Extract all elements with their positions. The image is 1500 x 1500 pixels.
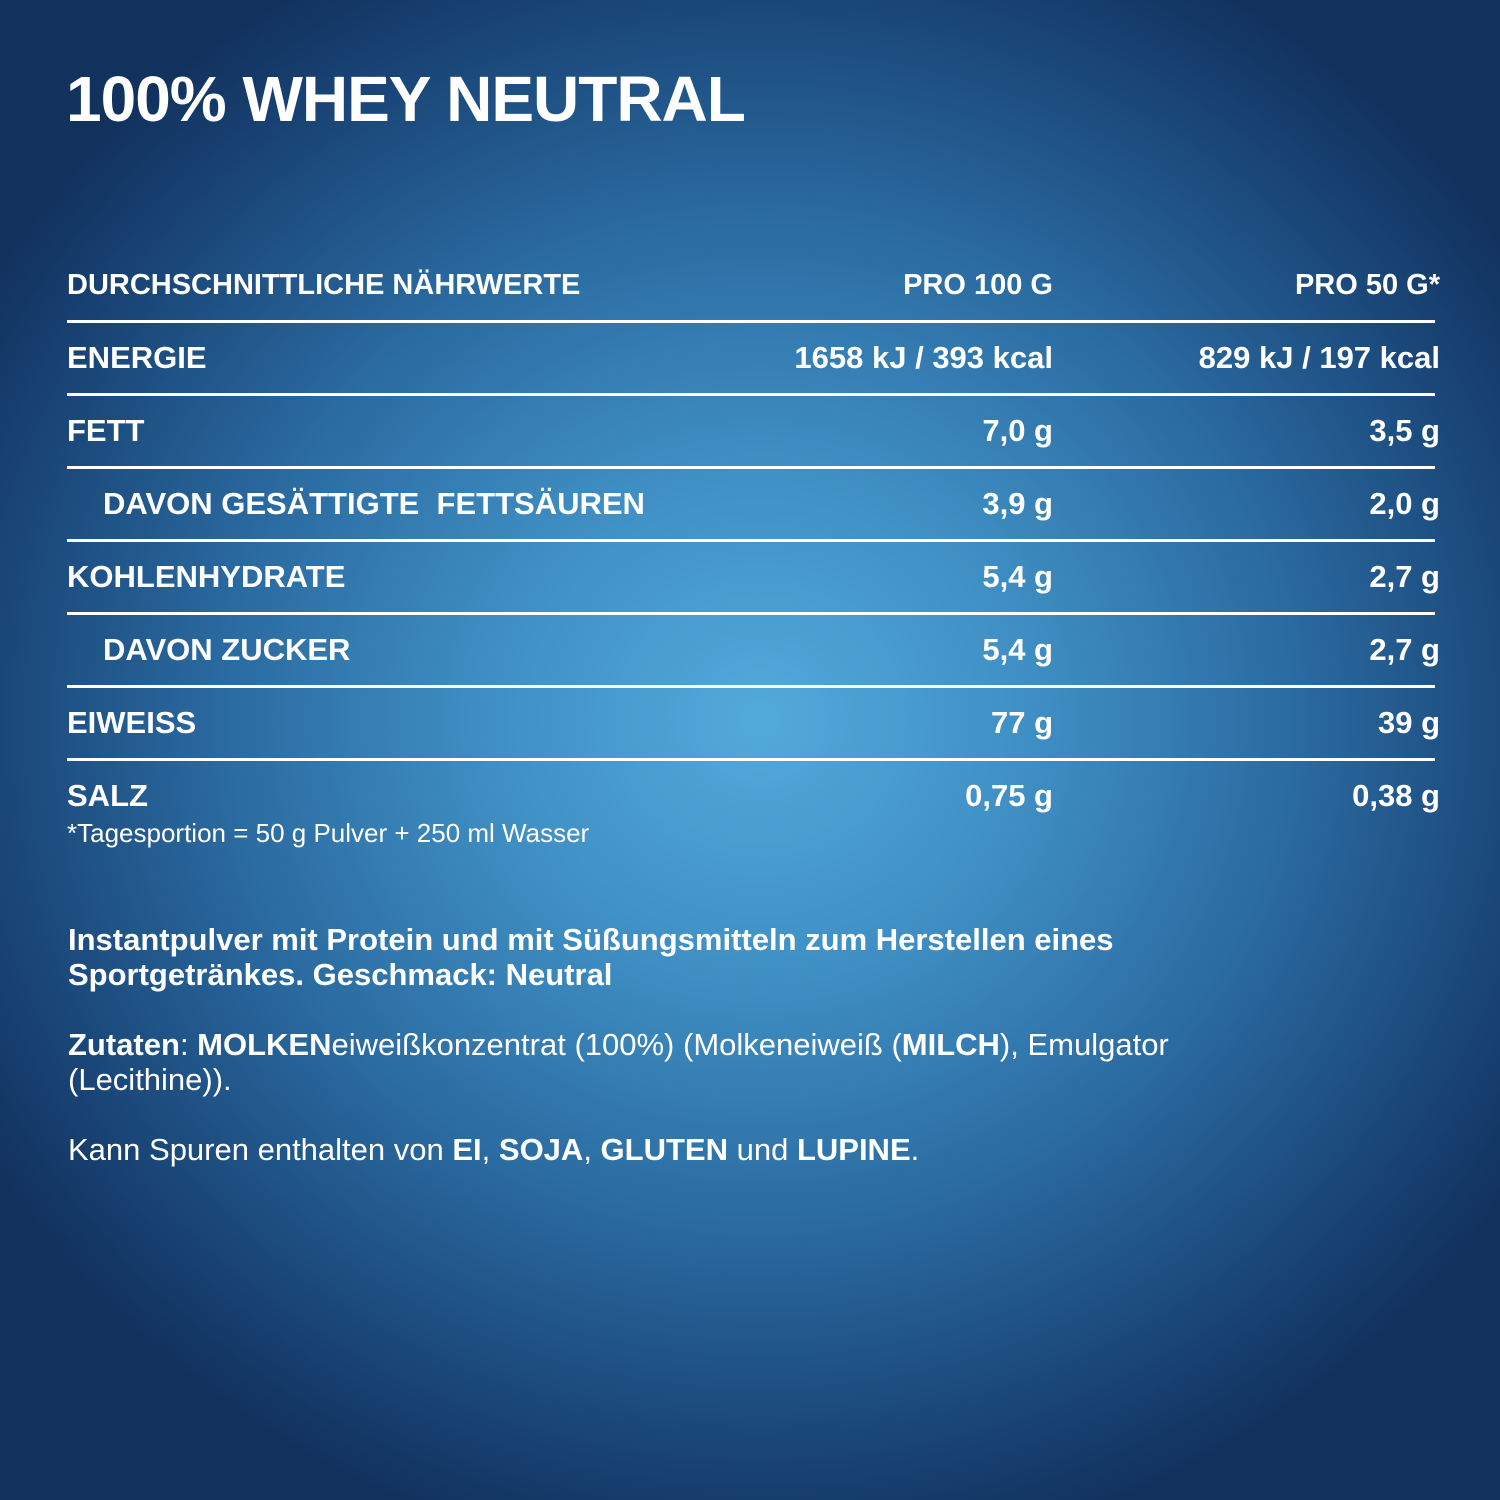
allergen: GLUTEN <box>600 1132 728 1167</box>
row-per100: 7,0 g <box>982 413 1053 448</box>
text-segment: ), Emulgator (Lecithine)). <box>68 1027 1169 1097</box>
divider <box>67 466 1435 469</box>
row-per50: 3,5 g <box>1369 413 1440 448</box>
ingredients-label: Zutaten <box>68 1027 180 1062</box>
row-per50: 2,7 g <box>1369 559 1440 594</box>
product-title: 100% WHEY NEUTRAL <box>66 63 746 135</box>
table-row: SALZ 0,75 g 0,38 g <box>67 761 1440 831</box>
table-header: DURCHSCHNITTLICHE NÄHRWERTE PRO 100 G PR… <box>67 250 1440 320</box>
text-segment: , <box>481 1132 499 1167</box>
header-per50: PRO 50 G* <box>1294 269 1440 301</box>
product-description: Instantpulver mit Protein und mit Süßung… <box>68 922 1114 992</box>
row-label: EIWEISS <box>67 705 197 740</box>
traces-statement: Kann Spuren enthalten von EI, SOJA, GLUT… <box>68 1132 1318 1167</box>
text-segment: und <box>727 1132 797 1167</box>
table-row: DAVON GESÄTTIGTE FETTSÄUREN 3,9 g 2,0 g <box>67 469 1440 539</box>
table-row: ENERGIE 1658 kJ / 393 kcal 829 kJ / 197 kc… <box>67 323 1440 393</box>
text-segment: : <box>179 1027 198 1062</box>
text-segment: eiweißkonzentrat (100%) (Molkeneiweiß ( <box>331 1027 902 1062</box>
header-label: DURCHSCHNITTLICHE NÄHRWERTE <box>67 269 581 301</box>
row-label: DAVON GESÄTTIGTE FETTSÄUREN <box>103 486 645 521</box>
row-per100: 0,75 g <box>965 778 1053 813</box>
table-row: FETT 7,0 g 3,5 g <box>67 396 1440 466</box>
row-label: SALZ <box>67 778 148 813</box>
row-per100: 5,4 g <box>982 559 1053 594</box>
row-label: FETT <box>67 413 145 448</box>
table-row: EIWEISS 77 g 39 g <box>67 688 1440 758</box>
allergen: SOJA <box>498 1132 584 1167</box>
row-per50: 829 kJ / 197 kcal <box>1198 340 1440 375</box>
allergen: EI <box>452 1132 482 1167</box>
row-per100: 77 g <box>990 705 1053 740</box>
divider <box>67 758 1435 761</box>
nutrition-table: DURCHSCHNITTLICHE NÄHRWERTE PRO 100 G PR… <box>67 250 1440 831</box>
ingredients: Zutaten: MOLKENeiweißkonzentrat (100%) (… <box>68 1027 1318 1097</box>
divider <box>67 685 1435 688</box>
row-label: KOHLENHYDRATE <box>67 559 346 594</box>
table-row: KOHLENHYDRATE 5,4 g 2,7 g <box>67 542 1440 612</box>
row-label: DAVON ZUCKER <box>103 632 351 667</box>
table-row: DAVON ZUCKER 5,4 g 2,7 g <box>67 615 1440 685</box>
text-segment: , <box>583 1132 601 1167</box>
divider <box>67 393 1435 396</box>
row-label: ENERGIE <box>67 340 207 375</box>
row-per50: 2,7 g <box>1369 632 1440 667</box>
row-per100: 3,9 g <box>982 486 1053 521</box>
allergen: MILCH <box>901 1027 1000 1062</box>
allergen: MOLKEN <box>197 1027 332 1062</box>
divider <box>67 320 1435 323</box>
text-segment: Kann Spuren enthalten von <box>68 1132 453 1167</box>
row-per100: 1658 kJ / 393 kcal <box>794 340 1053 375</box>
row-per50: 39 g <box>1377 705 1440 740</box>
header-per100: PRO 100 G <box>903 269 1053 301</box>
row-per50: 0,38 g <box>1352 778 1440 813</box>
divider <box>67 612 1435 615</box>
allergen: LUPINE <box>796 1132 911 1167</box>
row-per100: 5,4 g <box>982 632 1053 667</box>
text-segment: . <box>910 1132 920 1167</box>
divider <box>67 539 1435 542</box>
row-per50: 2,0 g <box>1369 486 1440 521</box>
footnote: *Tagesportion = 50 g Pulver + 250 ml Was… <box>67 818 590 848</box>
